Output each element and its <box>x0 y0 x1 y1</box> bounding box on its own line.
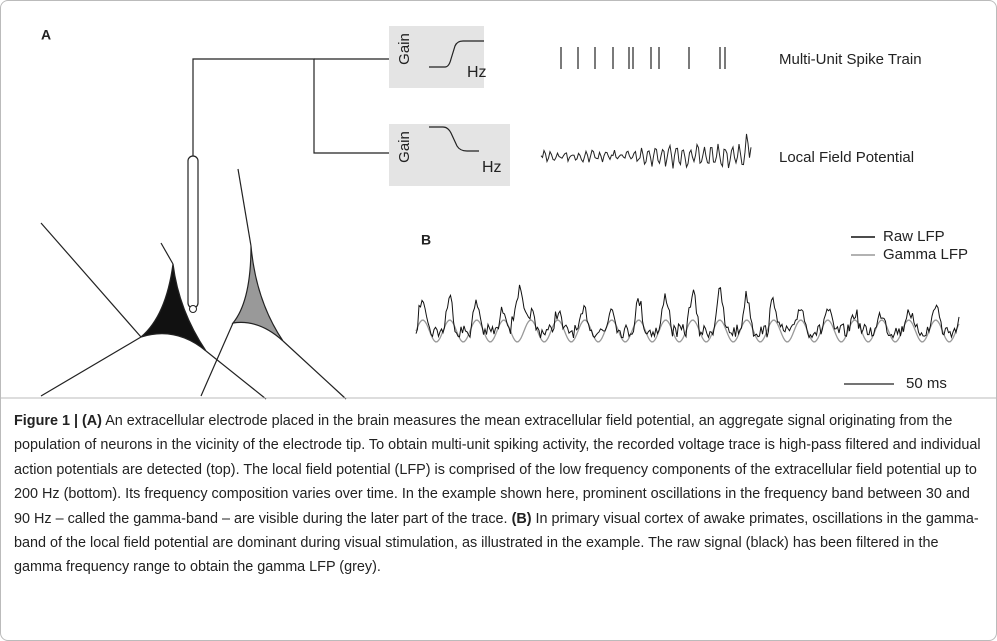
caption-text: In primary visual cortex of awake primat… <box>14 510 979 576</box>
raw-trace <box>415 284 960 339</box>
lowpass-curve <box>429 126 479 152</box>
axis-label: Hz <box>482 159 502 176</box>
panel-label: B <box>421 232 431 248</box>
panel-label: A <box>41 27 51 43</box>
scale-bar-label: 50 ms <box>906 375 947 392</box>
output-label: Local Field Potential <box>779 149 914 166</box>
highpass-curve <box>429 40 484 68</box>
axis-label: Gain <box>396 33 413 65</box>
figure: A Gain Hz Gain Hz Multi-Unit Spike Train… <box>1 26 996 400</box>
caption-title: Figure 1 | (A) <box>14 413 102 429</box>
electrode <box>187 155 199 309</box>
output-label: Multi-Unit Spike Train <box>779 51 922 68</box>
electrode-tip <box>189 305 197 313</box>
axis-label: Hz <box>467 64 487 81</box>
lfp-trace <box>540 133 752 169</box>
caption-text: An extracellular electrode placed in the… <box>14 413 981 527</box>
legend-label: Raw LFP <box>883 228 945 245</box>
legend-label: Gamma LFP <box>883 246 968 263</box>
neuron-right <box>200 168 347 400</box>
spike-train <box>560 47 726 69</box>
caption: Figure 1 | (A) An extracellular electrod… <box>14 409 986 580</box>
filter-box <box>389 124 510 186</box>
caption-label: (B) <box>511 510 532 527</box>
axis-label: Gain <box>396 131 413 163</box>
neuron-left <box>40 222 267 400</box>
wires <box>192 58 389 156</box>
filter-box <box>389 26 484 88</box>
